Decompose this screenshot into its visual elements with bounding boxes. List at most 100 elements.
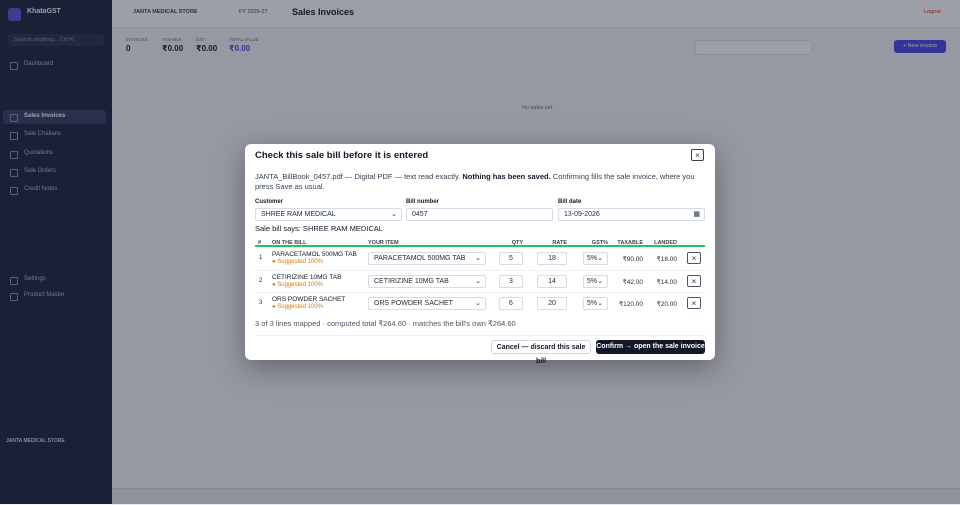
column-header: TAXABLE: [617, 240, 643, 246]
field-label: Bill date: [558, 199, 582, 205]
item-select[interactable]: ORS POWDER SACHET ⌄: [368, 297, 486, 310]
column-header: ON THE BILL: [272, 240, 307, 246]
column-header: GST%: [591, 240, 608, 246]
taxable: ₹90.00: [622, 256, 643, 263]
item-select[interactable]: PARACETAMOL 500MG TAB ⌄: [368, 252, 486, 265]
intro: JANTA_BillBook_0457.pdf — Digital PDF — …: [255, 172, 461, 181]
nav-item[interactable]: Sale Challans: [24, 131, 62, 137]
stat-label: INVOICES: [126, 37, 148, 42]
field-label: Bill number: [406, 199, 440, 205]
select-chevron: ⌄: [475, 300, 481, 307]
nav-item[interactable]: Settings: [24, 276, 46, 282]
column-header: QTY: [511, 240, 523, 246]
column-header: LANDED: [654, 240, 677, 246]
store-name: JANTA MEDICAL STORE: [6, 438, 65, 444]
landed: ₹14.00: [656, 279, 677, 286]
nav-icon: [10, 169, 18, 177]
gst-select[interactable]: 5% ⌄: [583, 275, 608, 288]
landed: ₹18.00: [656, 256, 677, 263]
suggested-badge: ● Suggested 100%: [272, 304, 323, 310]
sidebar-search[interactable]: Search anything... Ctrl K: [8, 34, 104, 46]
close-button[interactable]: ×: [691, 149, 704, 161]
stat-value: 0: [126, 44, 131, 53]
page-title: Sales Invoices: [292, 7, 355, 17]
intro-text: JANTA_BillBook_0457.pdf — Digital PDF — …: [255, 172, 707, 192]
select-chevron: ⌄: [597, 255, 603, 262]
select-chevron: ⌄: [597, 300, 603, 307]
gst-select[interactable]: 5% ⌄: [583, 297, 608, 310]
row-divider: [255, 270, 705, 271]
column-header: #: [258, 240, 262, 246]
row-number: 1: [259, 255, 263, 261]
suggested-badge: ● Suggested 100%: [272, 282, 323, 288]
field-input[interactable]: SHREE RAM MEDICAL ⌄: [255, 208, 402, 221]
qty-input[interactable]: 5: [499, 252, 523, 265]
nav-icon: [10, 187, 18, 195]
intro-rest: Confirming fills the sale invoice, where…: [255, 172, 695, 191]
taxable: ₹42.00: [622, 279, 643, 286]
footer-rule: [255, 335, 705, 336]
qty-input[interactable]: 3: [499, 275, 523, 288]
stat-value: ₹0.00: [196, 44, 218, 53]
remove-button[interactable]: ×: [687, 297, 701, 309]
stat-value: ₹0.00: [229, 44, 251, 53]
modal-dialog: Check this sale bill before it is entere…: [245, 144, 715, 365]
select-chevron: ⌄: [597, 278, 603, 285]
select-chevron: ⌄: [475, 255, 481, 262]
bill-item: CETIRIZINE 10MG TAB: [272, 274, 342, 281]
column-header: YOUR ITEM: [368, 240, 399, 246]
stat-label: TAXABLE: [162, 37, 182, 42]
gst-select[interactable]: 5% ⌄: [583, 252, 608, 265]
topbar-store: JANTA MEDICAL STORE: [133, 9, 198, 15]
field-input[interactable]: 0457: [406, 208, 553, 221]
nav-icon: [10, 62, 18, 70]
row-divider: [255, 292, 705, 293]
header-rule: [255, 245, 705, 247]
landed: ₹20.00: [656, 301, 677, 308]
stat-label: GST: [196, 37, 206, 42]
search-box: [695, 40, 812, 55]
empty-state: No sales yet: [522, 105, 553, 111]
field-input[interactable]: 13-09-2026 ▦: [558, 208, 705, 221]
rate-input[interactable]: 18: [537, 252, 567, 265]
confirm-button[interactable]: Confirm → open the sale invoice: [596, 340, 705, 354]
topbar-fy: FY 2026-27: [239, 9, 268, 15]
item-select[interactable]: CETIRIZINE 10MG TAB ⌄: [368, 275, 486, 288]
logout[interactable]: Logout: [924, 9, 941, 15]
stat-value: ₹0.00: [162, 44, 184, 53]
stat-label: TOTAL VALUE: [229, 37, 259, 42]
bill-says: Sale bill says: SHREE RAM MEDICAL: [255, 224, 383, 233]
bill-item: PARACETAMOL 500MG TAB: [272, 251, 357, 258]
nav-item[interactable]: Credit Notes: [24, 186, 58, 192]
calendar-icon: ▦: [693, 211, 700, 218]
remove-button[interactable]: ×: [687, 275, 701, 287]
cancel-button[interactable]: Cancel — discard this sale bill: [491, 340, 591, 365]
taxable: ₹120.00: [618, 301, 643, 308]
column-header: RATE: [552, 240, 567, 246]
brand-logo: [8, 8, 21, 21]
remove-button[interactable]: ×: [687, 252, 701, 264]
nav-active-bg: [3, 110, 106, 124]
nav-icon: [10, 277, 18, 285]
nav-icon: [10, 132, 18, 140]
intro-emphasis: Nothing has been saved.: [462, 172, 551, 181]
nav-item[interactable]: Sale Orders: [24, 168, 57, 174]
select-chevron: ⌄: [391, 211, 397, 218]
nav-item[interactable]: Product Master: [24, 292, 65, 298]
qty-input[interactable]: 6: [499, 297, 523, 310]
suggested-badge: ● Suggested 100%: [272, 259, 323, 265]
row-number: 3: [259, 300, 263, 306]
rate-input[interactable]: 14: [537, 275, 567, 288]
new-invoice-button[interactable]: + New invoice: [894, 40, 946, 53]
bill-item: ORS POWDER SACHET: [272, 296, 346, 303]
modal-title: Check this sale bill before it is entere…: [255, 150, 429, 161]
select-chevron: ⌄: [475, 278, 481, 285]
bottom-bar: [112, 488, 960, 505]
nav-item[interactable]: Sales Invoices: [24, 113, 66, 119]
nav-item[interactable]: Dashboard: [24, 61, 54, 67]
nav-item[interactable]: Quotations: [24, 150, 54, 156]
nav-icon: [10, 151, 18, 159]
rate-input[interactable]: 20: [537, 297, 567, 310]
field-label: Customer: [255, 199, 284, 205]
nav-icon: [10, 114, 18, 122]
